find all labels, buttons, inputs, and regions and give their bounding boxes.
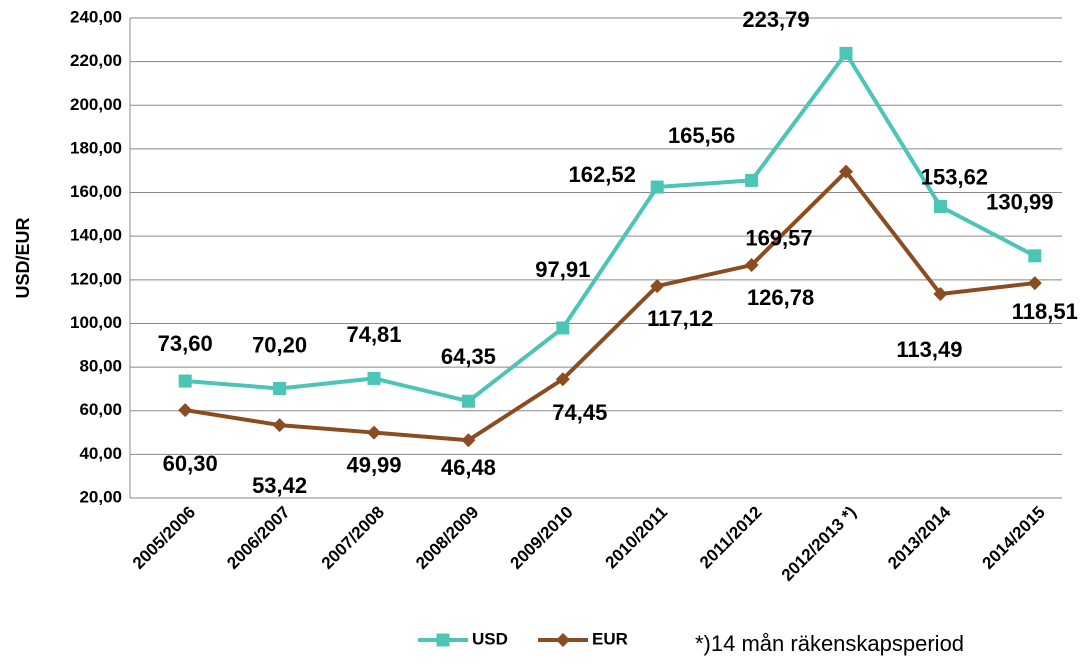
data-label: 49,99: [346, 452, 401, 477]
data-label: 113,49: [896, 337, 962, 362]
data-label: 165,56: [668, 123, 735, 148]
data-label: 53,42: [252, 473, 307, 498]
data-label: 46,48: [441, 455, 496, 480]
y-tick-label: 140,00: [70, 226, 122, 245]
y-tick-label: 180,00: [70, 138, 122, 157]
data-label: 118,51: [1012, 299, 1078, 324]
marker: [556, 633, 570, 647]
marker: [367, 425, 381, 440]
data-label: 223,79: [742, 7, 809, 32]
data-label: 153,62: [921, 164, 988, 189]
marker: [272, 418, 287, 433]
marker: [744, 258, 759, 273]
marker: [178, 374, 192, 388]
series-line: [184, 169, 1036, 443]
data-label: 126,78: [747, 285, 814, 310]
x-tick-label: 2012/2013 *): [778, 503, 860, 585]
footnote: *)14 mån räkenskapsperiod: [695, 631, 964, 656]
x-tick-label: 2009/2010: [507, 503, 577, 573]
marker: [555, 372, 570, 387]
data-label: 169,57: [745, 225, 812, 250]
marker: [461, 394, 475, 408]
data-label: 64,35: [441, 344, 496, 369]
y-tick-label: 220,00: [70, 51, 122, 70]
data-label: 130,99: [986, 190, 1053, 215]
x-tick-label: 2005/2006: [129, 503, 199, 573]
y-axis-title: USD/EUR: [13, 217, 33, 298]
data-label: 162,52: [569, 162, 636, 187]
x-tick-label: 2013/2014: [884, 502, 955, 573]
marker: [1027, 276, 1042, 291]
marker: [273, 381, 287, 395]
marker: [461, 433, 476, 448]
marker: [933, 199, 947, 213]
x-tick-label: 2010/2011: [602, 503, 672, 573]
marker: [650, 180, 664, 194]
x-tick-label: 2008/2009: [412, 503, 482, 573]
y-tick-label: 60,00: [79, 400, 122, 419]
x-tick-label: 2014/2015: [979, 503, 1049, 573]
data-label: 97,91: [535, 257, 590, 282]
y-tick-label: 100,00: [70, 313, 122, 332]
marker: [436, 633, 450, 647]
y-tick-label: 200,00: [70, 95, 122, 114]
x-tick-label: 2011/2012: [696, 503, 766, 573]
y-tick-label: 80,00: [79, 357, 122, 376]
marker: [839, 46, 853, 60]
x-tick-label: 2006/2007: [223, 503, 293, 573]
data-label: 60,30: [163, 451, 218, 476]
marker: [367, 371, 381, 385]
data-label: 74,45: [552, 400, 607, 425]
data-label: 74,81: [346, 322, 401, 347]
y-tick-label: 240,00: [70, 7, 122, 26]
marker: [556, 321, 570, 335]
legend-label: USD: [472, 629, 508, 648]
y-tick-label: 120,00: [70, 269, 122, 288]
marker: [745, 173, 759, 187]
data-label: 73,60: [158, 331, 213, 356]
y-tick-label: 160,00: [70, 182, 122, 201]
series-line: [185, 51, 1036, 404]
marker: [1028, 249, 1042, 263]
legend-label: EUR: [592, 629, 628, 648]
y-tick-label: 40,00: [79, 444, 122, 463]
x-tick-label: 2007/2008: [318, 503, 388, 573]
y-tick-label: 20,00: [79, 487, 122, 506]
marker: [933, 287, 948, 302]
data-label: 117,12: [647, 306, 713, 331]
marker: [178, 403, 193, 418]
data-label: 70,20: [252, 332, 307, 357]
marker: [650, 279, 665, 294]
marker: [839, 164, 853, 179]
